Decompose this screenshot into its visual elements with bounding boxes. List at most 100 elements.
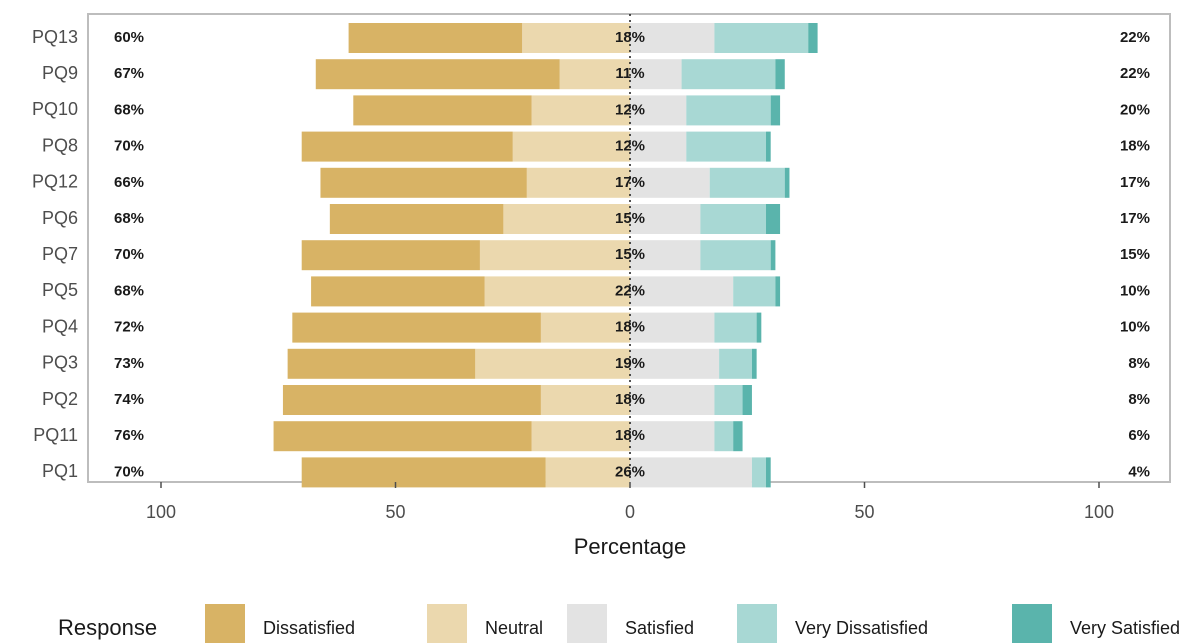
left-percent-label: 73%	[114, 355, 144, 372]
right-percent-label: 6%	[1128, 427, 1150, 444]
left-percent-label: 67%	[114, 65, 144, 82]
bars-layer	[273, 23, 818, 488]
bar-satisfied-pq12	[630, 167, 710, 198]
bar-neutral-pq1	[545, 457, 630, 488]
bar-neutral-pq12	[526, 167, 630, 198]
bar-satisfied-pq6	[630, 204, 701, 234]
bar-very-dissatisfied-pq12	[709, 167, 785, 198]
left-percent-label: 68%	[114, 210, 144, 227]
x-tick-label: 50	[854, 502, 874, 522]
bar-very-dissatisfied-pq13	[714, 23, 809, 53]
labels-layer: PQ13 60% 18% 22% PQ9 67% 11% 22% PQ10 68% 12% 20% PQ…	[32, 27, 1150, 481]
legend-label-very-satisfied: Very Satisfied	[1070, 618, 1180, 638]
bar-satisfied-pq7	[630, 240, 701, 271]
center-percent-label: 17%	[615, 174, 645, 191]
bar-very-satisfied-pq6	[766, 204, 781, 234]
category-label-pq10: PQ10	[32, 99, 78, 119]
bar-dissatisfied-pq5	[311, 276, 485, 307]
bar-very-dissatisfied-pq8	[686, 131, 767, 162]
bar-very-dissatisfied-pq9	[681, 59, 776, 90]
x-tick-label: 50	[385, 502, 405, 522]
x-tick-label: 100	[1084, 502, 1114, 522]
bar-very-dissatisfied-pq11	[714, 421, 734, 452]
legend-key-satisfied	[567, 604, 607, 643]
bar-very-dissatisfied-pq10	[686, 95, 771, 126]
left-percent-label: 70%	[114, 246, 144, 263]
center-percent-label: 18%	[615, 427, 645, 444]
bar-dissatisfied-pq3	[287, 348, 476, 379]
category-label-pq3: PQ3	[42, 353, 78, 373]
legend-key-dissatisfied	[205, 604, 245, 643]
right-percent-label: 4%	[1128, 463, 1150, 480]
bar-neutral-pq9	[559, 59, 630, 90]
category-label-pq11: PQ11	[33, 425, 78, 445]
bar-neutral-pq6	[503, 204, 630, 234]
left-percent-label: 72%	[114, 319, 144, 336]
category-label-pq7: PQ7	[42, 244, 78, 264]
right-percent-label: 17%	[1120, 174, 1150, 191]
category-label-pq1: PQ1	[42, 461, 78, 481]
bar-satisfied-pq13	[630, 23, 715, 53]
bar-dissatisfied-pq8	[301, 131, 513, 162]
left-percent-label: 70%	[114, 138, 144, 155]
bar-dissatisfied-pq2	[282, 385, 541, 415]
x-tick-label: 0	[625, 502, 635, 522]
category-label-pq13: PQ13	[32, 27, 78, 47]
center-percent-label: 12%	[615, 138, 645, 155]
x-axis-ticks: 100 50 0 50 100	[146, 482, 1114, 522]
bar-very-satisfied-pq9	[775, 59, 785, 90]
right-percent-label: 10%	[1120, 282, 1150, 299]
right-percent-label: 22%	[1120, 65, 1150, 82]
legend-label-neutral: Neutral	[485, 618, 543, 638]
bar-satisfied-pq1	[630, 457, 752, 488]
bar-neutral-pq10	[531, 95, 630, 126]
right-percent-label: 22%	[1120, 29, 1150, 46]
bar-dissatisfied-pq1	[301, 457, 546, 488]
left-percent-label: 70%	[114, 463, 144, 480]
bar-neutral-pq3	[475, 348, 630, 379]
center-percent-label: 19%	[615, 355, 645, 372]
bar-very-satisfied-pq1	[766, 457, 771, 488]
bar-neutral-pq13	[522, 23, 630, 53]
bar-very-satisfied-pq3	[751, 348, 757, 379]
center-percent-label: 18%	[615, 391, 645, 408]
left-percent-label: 68%	[114, 282, 144, 299]
left-percent-label: 66%	[114, 174, 144, 191]
legend: Response Dissatisfied Neutral Satisfied Very…	[58, 604, 1180, 643]
bar-neutral-pq2	[540, 385, 630, 415]
center-percent-label: 22%	[615, 282, 645, 299]
bar-dissatisfied-pq13	[348, 23, 523, 53]
bar-satisfied-pq9	[630, 59, 682, 90]
bar-dissatisfied-pq10	[353, 95, 532, 126]
bar-very-satisfied-pq11	[733, 421, 743, 452]
bar-satisfied-pq10	[630, 95, 687, 126]
bar-neutral-pq5	[484, 276, 630, 307]
bar-satisfied-pq8	[630, 131, 687, 162]
center-percent-label: 12%	[615, 101, 645, 118]
bar-very-dissatisfied-pq1	[751, 457, 767, 488]
left-percent-label: 76%	[114, 427, 144, 444]
bar-very-dissatisfied-pq4	[714, 312, 757, 343]
bar-dissatisfied-pq12	[320, 167, 527, 198]
bar-dissatisfied-pq11	[273, 421, 532, 452]
right-percent-label: 17%	[1120, 210, 1150, 227]
bar-very-satisfied-pq8	[766, 131, 771, 162]
bar-neutral-pq8	[512, 131, 630, 162]
bar-neutral-pq4	[540, 312, 630, 343]
category-label-pq4: PQ4	[42, 316, 78, 336]
center-percent-label: 15%	[615, 210, 645, 227]
legend-label-very-dissatisfied: Very Dissatisfied	[795, 618, 928, 638]
category-label-pq6: PQ6	[42, 208, 78, 228]
legend-key-very-satisfied	[1012, 604, 1052, 643]
legend-key-very-dissatisfied	[737, 604, 777, 643]
category-label-pq2: PQ2	[42, 389, 78, 409]
bar-very-satisfied-pq7	[770, 240, 776, 271]
bar-very-dissatisfied-pq3	[719, 348, 752, 379]
center-percent-label: 18%	[615, 319, 645, 336]
bar-very-satisfied-pq10	[770, 95, 781, 126]
legend-label-dissatisfied: Dissatisfied	[263, 618, 355, 638]
bar-satisfied-pq5	[630, 276, 734, 307]
right-percent-label: 10%	[1120, 319, 1150, 336]
center-percent-label: 18%	[615, 29, 645, 46]
